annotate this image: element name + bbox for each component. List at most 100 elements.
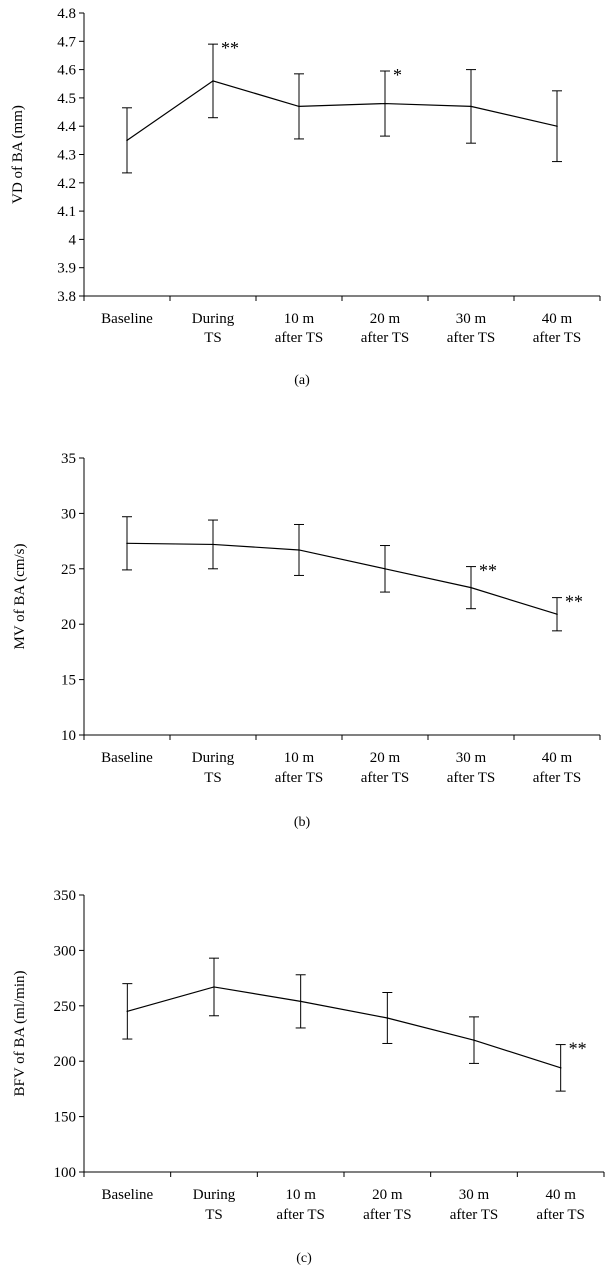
x-category-label-line: 10 m	[285, 1187, 316, 1203]
data-point	[556, 613, 558, 615]
chart-panel-b: 10 15 20 25 30 35 Baseline During TS 10 m after TS…	[12, 451, 600, 830]
x-category-label: 20 m after TS	[363, 1187, 411, 1223]
y-tick-label: 20	[61, 617, 76, 633]
x-category-label: During TS	[192, 750, 235, 786]
y-tick-label: 4.5	[57, 91, 76, 107]
y-tick-label: 200	[54, 1054, 77, 1070]
x-category-label: 40 m after TS	[536, 1187, 584, 1223]
x-category-label-line: after TS	[536, 1207, 584, 1223]
y-tick-label: 4.4	[57, 119, 76, 135]
x-category-label-line: During	[192, 750, 235, 766]
x-category-label: 40 m after TS	[533, 750, 581, 786]
x-category-label-line: after TS	[361, 330, 409, 346]
x-category-label: 20 m after TS	[361, 311, 409, 346]
data-point	[300, 1001, 302, 1003]
panel-label: (a)	[294, 373, 310, 388]
x-category-label-line: 30 m	[456, 311, 487, 327]
significance-marker: *	[393, 65, 402, 85]
x-category-label-line: after TS	[533, 330, 581, 346]
x-category-label-line: 10 m	[284, 311, 315, 327]
data-point	[384, 568, 386, 570]
x-category-label-line: after TS	[533, 770, 581, 786]
x-category-label: 10 m after TS	[275, 311, 323, 346]
y-tick-label: 15	[61, 673, 76, 689]
data-point	[126, 543, 128, 545]
x-category-label: Baseline	[101, 311, 153, 327]
x-category-label-line: after TS	[363, 1207, 411, 1223]
y-axis-title: BFV of BA (ml/min)	[12, 971, 28, 1097]
x-category-label-line: Baseline	[101, 750, 153, 766]
x-category-label-line: after TS	[361, 770, 409, 786]
data-point	[560, 1067, 562, 1069]
x-category-label-line: 40 m	[542, 750, 573, 766]
x-category-label-line: 40 m	[545, 1187, 576, 1203]
data-point	[298, 106, 300, 108]
data-point	[213, 986, 215, 988]
x-category-label-line: TS	[204, 330, 222, 346]
x-category-label: 10 m after TS	[276, 1187, 324, 1223]
y-tick-label: 4.7	[57, 34, 76, 50]
series-line	[127, 81, 557, 140]
x-category-label-line: 30 m	[459, 1187, 490, 1203]
y-tick-label: 250	[54, 999, 77, 1015]
y-tick-label: 4	[69, 232, 77, 248]
series-line	[127, 987, 560, 1068]
y-tick-label: 4.3	[57, 148, 76, 164]
data-point	[473, 1039, 475, 1041]
x-category-label-line: TS	[205, 1207, 223, 1223]
x-category-label-line: TS	[204, 770, 222, 786]
significance-marker: **	[479, 561, 497, 581]
x-category-label-line: after TS	[450, 1207, 498, 1223]
y-tick-label: 3.8	[57, 289, 76, 305]
x-category-label-line: 30 m	[456, 750, 487, 766]
data-point	[298, 549, 300, 551]
y-tick-label: 35	[61, 451, 76, 467]
x-category-label-line: after TS	[447, 330, 495, 346]
data-point	[470, 587, 472, 589]
x-category-label: 30 m after TS	[450, 1187, 498, 1223]
x-category-label-line: after TS	[275, 330, 323, 346]
y-axis-title: VD of BA (mm)	[10, 105, 26, 204]
data-point	[470, 106, 472, 108]
data-point	[212, 544, 214, 546]
x-category-label-line: after TS	[447, 770, 495, 786]
significance-marker: **	[565, 592, 583, 612]
x-category-label-line: after TS	[276, 1207, 324, 1223]
x-category-label: 20 m after TS	[361, 750, 409, 786]
panel-label: (b)	[294, 815, 311, 830]
y-tick-label: 30	[61, 506, 76, 522]
data-point	[387, 1017, 389, 1019]
x-category-label-line: During	[192, 311, 235, 327]
x-category-label: Baseline	[101, 750, 153, 766]
data-point	[556, 125, 558, 127]
y-axis-title: MV of BA (cm/s)	[12, 544, 28, 650]
significance-marker: **	[221, 38, 239, 58]
chart-panel-a: 3.8 3.9 4 4.1 4.2 4.3 4.4 4.5 4.6 4.7 4.8 Baseline D…	[10, 6, 600, 388]
y-tick-label: 150	[54, 1110, 77, 1126]
x-category-label: 30 m after TS	[447, 750, 495, 786]
x-category-label-line: 20 m	[370, 311, 401, 327]
x-category-label: 10 m after TS	[275, 750, 323, 786]
x-category-label-line: 20 m	[370, 750, 401, 766]
x-category-label-line: after TS	[275, 770, 323, 786]
y-tick-label: 4.6	[57, 63, 76, 79]
panel-label: (c)	[296, 1251, 312, 1266]
y-tick-label: 100	[54, 1165, 77, 1181]
x-category-label-line: During	[193, 1187, 236, 1203]
y-tick-label: 25	[61, 562, 76, 578]
x-category-label-line: Baseline	[101, 311, 153, 327]
y-tick-label: 3.9	[57, 261, 76, 277]
x-category-label: During TS	[192, 311, 235, 346]
significance-marker: **	[569, 1039, 587, 1059]
data-point	[212, 80, 214, 82]
y-tick-label: 4.2	[57, 176, 76, 192]
data-point	[384, 103, 386, 105]
x-category-label-line: Baseline	[102, 1187, 154, 1203]
y-tick-label: 4.1	[57, 204, 76, 220]
y-tick-label: 300	[54, 943, 77, 959]
y-tick-label: 350	[54, 888, 77, 904]
x-category-label: 40 m after TS	[533, 311, 581, 346]
chart-panel-c: 100 150 200 250 300 350 Baseline During TS 10 m af…	[12, 888, 604, 1266]
x-category-label-line: 10 m	[284, 750, 315, 766]
